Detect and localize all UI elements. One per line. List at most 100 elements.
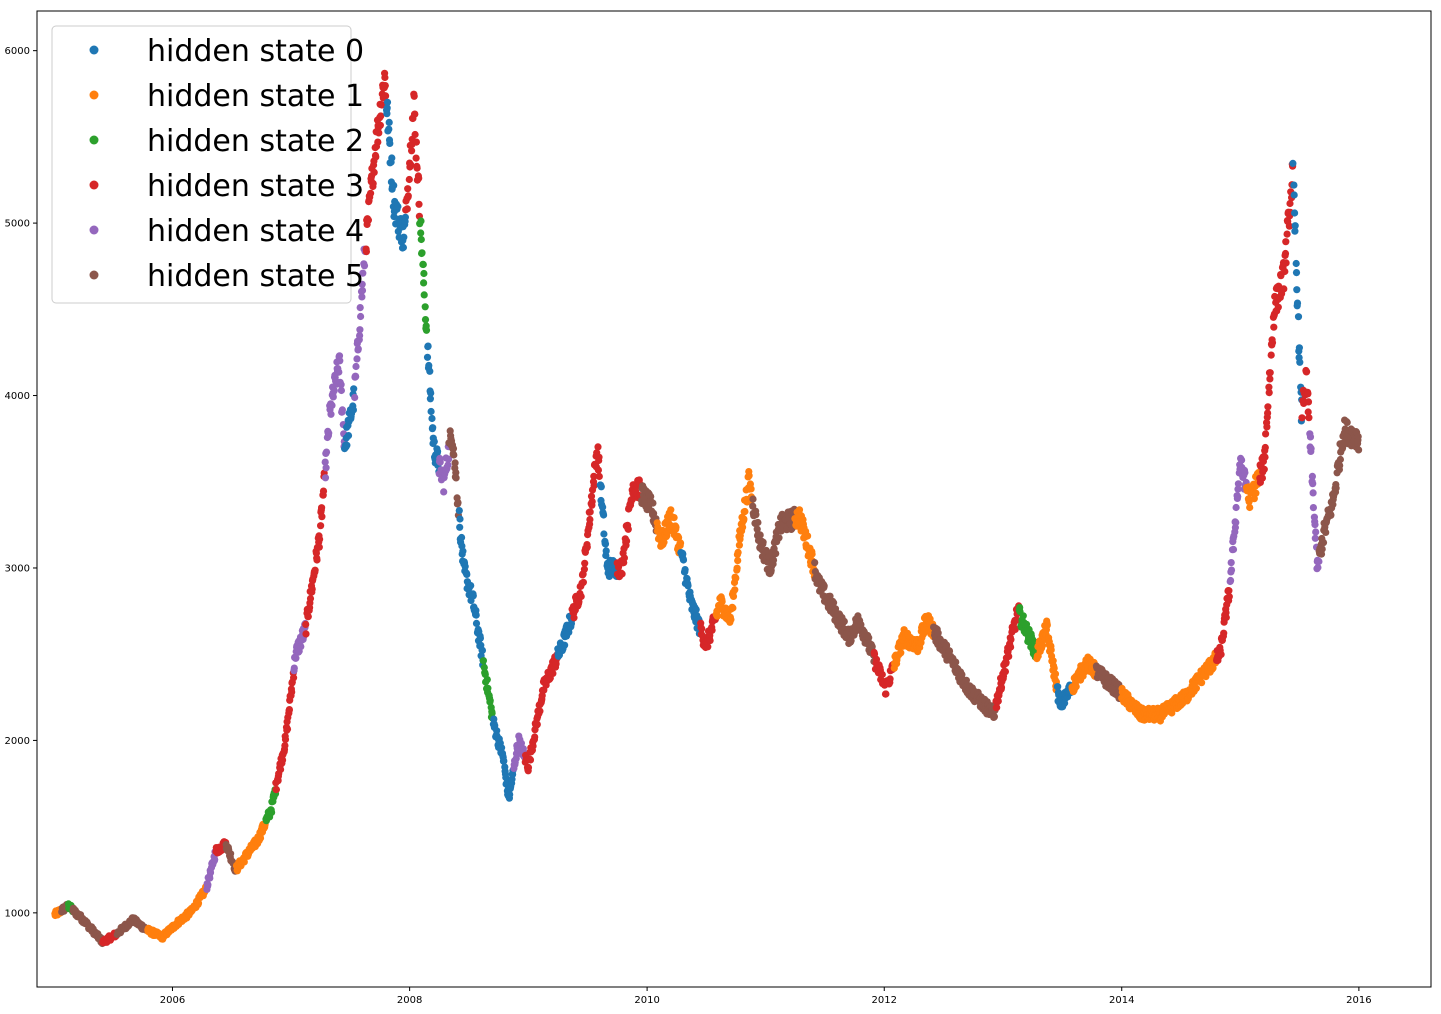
data-point-state-3 xyxy=(590,472,598,480)
data-point-state-3 xyxy=(1260,465,1268,473)
data-point-state-2 xyxy=(417,217,425,225)
data-point-state-4 xyxy=(1229,545,1238,554)
data-point-state-0 xyxy=(1291,209,1299,217)
data-point-state-3 xyxy=(1304,390,1312,398)
data-point-state-3 xyxy=(1303,368,1311,376)
data-point-state-4 xyxy=(297,643,305,651)
data-point-state-1 xyxy=(1250,495,1258,503)
data-point-state-0 xyxy=(463,570,471,579)
data-point-state-0 xyxy=(476,634,484,642)
data-point-state-0 xyxy=(343,441,351,449)
data-point-state-4 xyxy=(1234,485,1242,493)
data-point-state-4 xyxy=(360,262,369,270)
data-point-state-5 xyxy=(1355,446,1363,454)
data-point-state-3 xyxy=(1266,369,1274,377)
data-point-state-0 xyxy=(472,611,480,619)
data-point-state-4 xyxy=(325,429,333,437)
data-point-state-4 xyxy=(1311,521,1319,529)
data-point-state-2 xyxy=(486,697,494,705)
data-point-state-5 xyxy=(1343,418,1351,426)
data-point-state-2 xyxy=(417,229,425,237)
data-point-state-1 xyxy=(1072,683,1080,691)
data-point-state-1 xyxy=(1047,646,1055,654)
data-point-state-0 xyxy=(472,619,481,628)
data-point-state-0 xyxy=(456,523,464,531)
data-point-state-2 xyxy=(484,684,492,692)
data-point-state-1 xyxy=(1168,709,1176,717)
data-point-state-4 xyxy=(517,739,526,747)
data-point-state-3 xyxy=(595,472,603,480)
data-point-state-1 xyxy=(1252,489,1260,497)
data-point-state-3 xyxy=(993,703,1001,712)
data-point-state-3 xyxy=(370,168,378,176)
data-point-state-3 xyxy=(1011,625,1019,634)
data-point-state-3 xyxy=(579,578,588,586)
x-tick-label: 2006 xyxy=(160,995,185,1006)
data-point-state-0 xyxy=(394,202,402,211)
data-point-state-3 xyxy=(374,138,382,146)
data-point-state-1 xyxy=(741,507,749,516)
data-point-state-4 xyxy=(1232,503,1240,512)
data-point-state-5 xyxy=(952,658,960,666)
data-point-state-1 xyxy=(1245,498,1253,506)
data-point-state-2 xyxy=(420,291,428,299)
data-point-state-3 xyxy=(1280,285,1288,293)
data-point-state-2 xyxy=(421,303,429,311)
data-point-state-4 xyxy=(337,386,345,395)
data-point-state-3 xyxy=(277,765,285,774)
data-point-state-3 xyxy=(590,482,598,490)
data-point-state-0 xyxy=(383,110,391,118)
data-point-state-1 xyxy=(739,523,747,531)
data-point-state-0 xyxy=(467,582,475,590)
data-point-state-0 xyxy=(478,646,486,655)
data-point-state-0 xyxy=(429,424,437,432)
data-point-state-5 xyxy=(762,546,770,555)
data-point-state-0 xyxy=(1289,159,1297,167)
data-point-state-4 xyxy=(1227,576,1235,585)
data-point-state-3 xyxy=(376,121,384,129)
y-tick-label: 2000 xyxy=(5,736,30,747)
legend-label: hidden state 2 xyxy=(147,124,364,159)
data-point-state-5 xyxy=(830,599,838,607)
data-point-state-3 xyxy=(403,205,411,213)
data-point-state-3 xyxy=(411,110,419,118)
data-point-state-4 xyxy=(204,881,212,889)
data-point-state-4 xyxy=(356,332,364,340)
data-point-state-3 xyxy=(1286,199,1294,208)
data-point-state-1 xyxy=(1043,621,1051,629)
data-point-state-5 xyxy=(1339,444,1347,452)
data-point-state-3 xyxy=(1220,629,1228,637)
data-point-state-0 xyxy=(498,744,506,752)
data-point-state-3 xyxy=(1304,408,1312,416)
data-point-state-3 xyxy=(1001,668,1010,676)
data-point-state-2 xyxy=(420,269,428,278)
data-point-state-4 xyxy=(327,410,335,418)
data-point-state-3 xyxy=(308,585,316,593)
data-point-state-1 xyxy=(1246,503,1254,512)
data-point-state-4 xyxy=(1234,493,1242,501)
data-point-state-3 xyxy=(413,164,421,172)
data-point-state-0 xyxy=(390,181,398,189)
data-point-state-0 xyxy=(1054,683,1062,691)
data-point-state-3 xyxy=(708,626,716,634)
data-point-state-3 xyxy=(281,742,289,750)
data-point-state-3 xyxy=(311,566,319,574)
data-point-state-4 xyxy=(1312,528,1320,536)
legend-label: hidden state 1 xyxy=(147,79,364,114)
data-point-state-4 xyxy=(336,357,344,365)
data-point-state-3 xyxy=(698,625,706,633)
data-point-state-5 xyxy=(754,518,762,527)
data-point-state-3 xyxy=(412,154,420,162)
data-point-state-5 xyxy=(1332,484,1340,492)
data-point-state-3 xyxy=(586,508,594,516)
data-point-state-3 xyxy=(588,498,596,506)
data-point-state-3 xyxy=(279,756,287,764)
data-point-state-0 xyxy=(599,503,607,511)
data-point-state-5 xyxy=(1318,545,1326,553)
data-point-state-3 xyxy=(382,92,390,100)
data-point-state-3 xyxy=(549,669,557,678)
data-point-state-1 xyxy=(740,515,748,523)
data-point-state-4 xyxy=(351,393,359,402)
data-point-state-3 xyxy=(1270,323,1278,331)
data-point-state-0 xyxy=(427,389,435,397)
